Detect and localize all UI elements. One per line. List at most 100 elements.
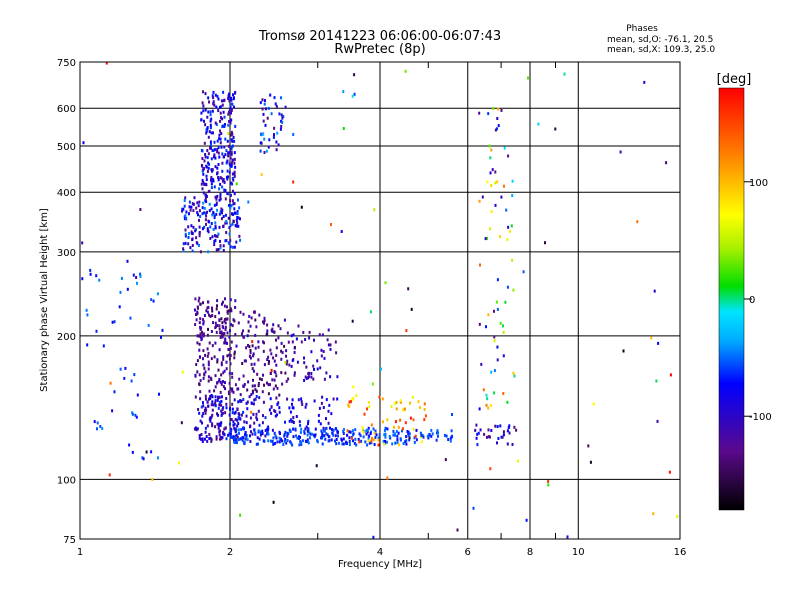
data-point [276,413,278,417]
data-point [396,441,399,445]
data-point [232,420,235,424]
data-point [300,400,303,404]
data-point [250,393,253,397]
data-point [436,429,439,433]
data-point [224,297,226,301]
data-point [218,424,221,428]
data-point [214,374,217,378]
data-point [487,406,490,410]
data-point [340,438,343,442]
data-point [275,346,278,350]
data-point [202,322,205,326]
data-point [211,314,214,317]
data-point [211,413,214,417]
data-point [275,436,278,440]
data-point [252,402,255,406]
data-point [266,432,268,436]
data-point [288,406,291,410]
data-point [407,434,410,438]
data-point [355,443,358,447]
data-point [278,393,281,397]
data-point [217,97,220,101]
data-point [353,441,356,445]
colorbar-tick-label: 0 [749,295,755,306]
data-point [200,338,203,342]
data-point [341,442,344,446]
data-point [220,437,223,441]
data-point [507,154,510,158]
data-point [310,372,313,375]
data-point [212,96,215,100]
data-point [224,123,226,126]
data-point [489,156,492,160]
data-point [160,335,162,339]
data-point [207,230,210,234]
data-point [327,328,330,332]
data-point [184,228,187,232]
data-point [488,144,491,148]
data-point [180,421,183,425]
data-point [320,401,323,405]
data-point [202,90,204,94]
data-point [228,357,231,361]
data-point [213,148,216,152]
data-point [398,443,400,447]
data-point [262,373,264,377]
data-point [322,426,325,430]
data-point [196,201,199,205]
data-point [257,345,260,349]
data-point [496,278,499,282]
data-point [205,397,207,401]
data-point [248,345,251,349]
data-point [292,427,295,431]
data-point [230,96,233,100]
data-point [228,92,231,96]
data-point [372,535,375,539]
data-point [206,347,209,351]
data-point [304,375,307,379]
plot-frame [79,61,681,540]
data-point [236,215,239,219]
data-point [204,211,207,215]
data-point [294,346,296,349]
data-point [228,99,231,103]
data-point [304,427,307,431]
data-point [217,146,220,150]
data-point [325,398,328,402]
data-point [230,118,233,122]
colorbar-label: [deg] [717,72,752,87]
data-point [494,203,497,207]
data-point [377,443,380,447]
data-point [301,403,304,406]
data-point [251,340,254,344]
data-point [228,432,231,436]
data-point [202,320,205,324]
data-point [276,403,279,406]
data-point [226,159,229,163]
data-point [197,204,200,208]
data-point [260,378,263,382]
data-point [226,305,228,309]
data-point [218,137,221,141]
data-point [198,321,201,325]
data-point [209,237,212,240]
data-point [479,263,481,267]
data-point [267,392,270,396]
data-point [182,207,185,211]
data-point [307,422,309,426]
data-point [234,299,237,303]
data-point [237,198,239,202]
data-point [250,362,253,366]
data-point [220,207,223,211]
data-point [234,441,237,444]
data-point [275,140,278,144]
data-point [209,419,212,423]
data-point [198,373,201,377]
data-point [285,362,288,366]
data-point [287,377,290,381]
data-point [224,221,227,225]
data-point [254,397,257,401]
data-point [237,224,240,228]
data-point [236,418,239,422]
data-point [204,411,207,415]
